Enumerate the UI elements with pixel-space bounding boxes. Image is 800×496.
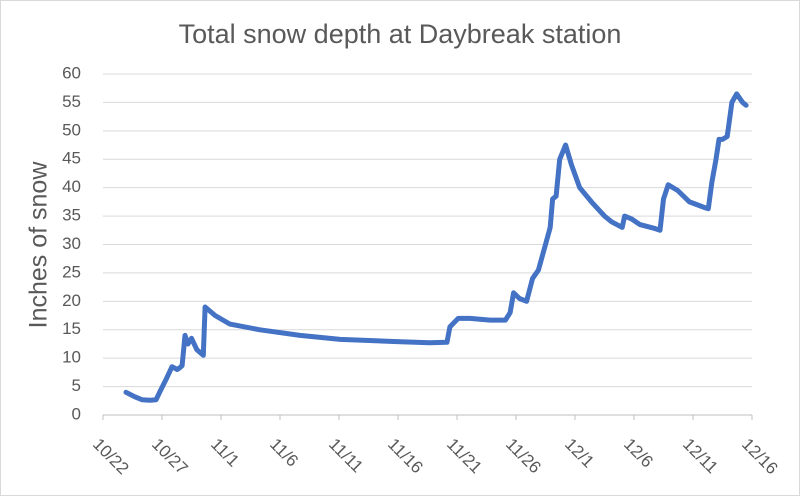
y-tick-label: 10: [62, 348, 81, 367]
y-tick-label: 45: [62, 149, 81, 168]
chart-title: Total snow depth at Daybreak station: [179, 19, 622, 49]
series-line: [123, 91, 749, 403]
y-tick-label: 15: [62, 319, 81, 338]
y-tick-label: 30: [62, 234, 81, 253]
y-tick-label: 40: [62, 177, 81, 196]
y-axis-label: Inches of snow: [25, 161, 53, 329]
y-tick-label: 60: [62, 63, 81, 82]
y-tick-label: 5: [72, 376, 81, 395]
y-tick-label: 0: [72, 404, 81, 423]
y-tick-label: 25: [62, 262, 81, 281]
y-tick-label: 20: [62, 291, 81, 310]
y-tick-label: 50: [62, 120, 81, 139]
y-tick-label: 35: [62, 206, 81, 225]
y-tick-label: 55: [62, 92, 81, 111]
